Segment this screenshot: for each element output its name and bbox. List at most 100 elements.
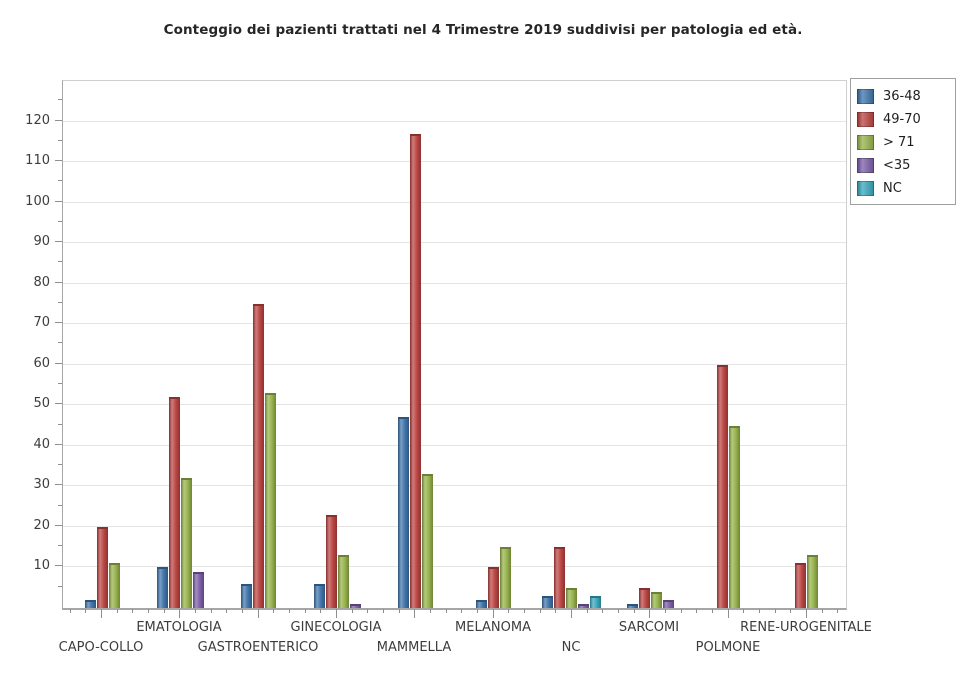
- bar-ematologia-35: [193, 572, 204, 608]
- x-minor-tick: [508, 609, 509, 613]
- y-minor-tick-75: [58, 302, 62, 303]
- bar-sheen: [627, 606, 638, 608]
- x-minor-tick: [759, 609, 760, 613]
- bar-mammella-3648: [398, 417, 409, 608]
- y-minor-tick-25: [58, 505, 62, 506]
- x-minor-tick: [587, 609, 588, 613]
- legend-swatch: [857, 158, 874, 173]
- y-axis-label: 10: [33, 558, 50, 573]
- x-minor-tick: [195, 609, 196, 613]
- x-minor-tick: [430, 609, 431, 613]
- bar-sheen: [157, 569, 168, 608]
- y-axis-label: 30: [33, 477, 50, 492]
- gridline-y-40: [63, 445, 846, 446]
- bar-sheen: [338, 557, 349, 608]
- y-axis-label: 90: [33, 234, 50, 249]
- legend-item-4970: 49-70: [857, 108, 949, 131]
- bar-ematologia-4970: [169, 397, 180, 608]
- legend-item-35: <35: [857, 154, 949, 177]
- x-major-tick: [101, 609, 102, 618]
- x-minor-tick: [305, 609, 306, 613]
- category-label-nc: NC: [561, 640, 581, 655]
- x-minor-tick: [148, 609, 149, 613]
- gridline-y-70: [63, 323, 846, 324]
- y-major-tick-50: [55, 403, 62, 404]
- x-minor-tick: [117, 609, 118, 613]
- gridline-y-60: [63, 364, 846, 365]
- bar-sheen: [639, 590, 650, 608]
- bar-sheen: [181, 480, 192, 608]
- bar-sheen: [85, 602, 96, 608]
- bar-rene-urogenitale-71: [807, 555, 818, 608]
- gridline-y-120: [63, 121, 846, 122]
- bar-sarcomi-4970: [639, 588, 650, 608]
- bar-sarcomi-35: [663, 600, 674, 608]
- gridline-y-30: [63, 485, 846, 486]
- bar-polmone-4970: [717, 365, 728, 608]
- y-minor-tick-55: [58, 383, 62, 384]
- y-axis: 10 20 30 40 50 60 70 80 90 100 110 120: [0, 80, 62, 607]
- bar-sarcomi-71: [651, 592, 662, 608]
- x-minor-tick: [681, 609, 682, 613]
- x-major-tick: [649, 609, 650, 618]
- x-minor-tick: [696, 609, 697, 613]
- category-label-rene-urogenitale: RENE-UROGENITALE: [740, 620, 872, 635]
- category-label-ematologia: EMATOLOGIA: [136, 620, 222, 635]
- x-minor-tick: [289, 609, 290, 613]
- x-minor-tick: [273, 609, 274, 613]
- y-minor-tick-115: [58, 140, 62, 141]
- x-minor-tick: [383, 609, 384, 613]
- legend-swatch: [857, 112, 874, 127]
- x-major-tick: [806, 609, 807, 618]
- bar-sheen: [193, 574, 204, 608]
- chart-title: Conteggio dei pazienti trattati nel 4 Tr…: [163, 22, 803, 38]
- x-minor-tick: [242, 609, 243, 613]
- x-minor-tick: [540, 609, 541, 613]
- gridline-y-50: [63, 404, 846, 405]
- bar-gastroenterico-71: [265, 393, 276, 608]
- x-minor-tick: [665, 609, 666, 613]
- gridline-y-80: [63, 283, 846, 284]
- bar-sheen: [169, 399, 180, 608]
- y-axis-label: 20: [33, 518, 50, 533]
- bar-ematologia-71: [181, 478, 192, 608]
- y-axis-label: 70: [33, 315, 50, 330]
- y-minor-tick-5: [58, 586, 62, 587]
- y-axis-label: 110: [25, 153, 50, 168]
- x-minor-tick: [461, 609, 462, 613]
- x-minor-tick: [226, 609, 227, 613]
- bar-sheen: [241, 586, 252, 608]
- y-minor-tick-15: [58, 545, 62, 546]
- gridline-y-90: [63, 242, 846, 243]
- bar-sheen: [253, 306, 264, 608]
- bar-mammella-71: [422, 474, 433, 608]
- legend-label: 36-48: [883, 89, 921, 104]
- x-minor-tick: [477, 609, 478, 613]
- bar-melanoma-71: [500, 547, 511, 608]
- legend-item-3648: 36-48: [857, 85, 949, 108]
- x-minor-tick: [775, 609, 776, 613]
- x-minor-tick: [555, 609, 556, 613]
- category-label-capo-collo: CAPO-COLLO: [58, 640, 144, 655]
- x-minor-tick: [822, 609, 823, 613]
- bar-sheen: [651, 594, 662, 608]
- bar-sheen: [663, 602, 674, 608]
- x-minor-tick: [524, 609, 525, 613]
- y-axis-label: 80: [33, 275, 50, 290]
- bar-sheen: [807, 557, 818, 608]
- y-axis-label: 60: [33, 356, 50, 371]
- x-major-tick: [414, 609, 415, 618]
- bar-sheen: [717, 367, 728, 608]
- y-major-tick-20: [55, 525, 62, 526]
- bar-nc-35: [578, 604, 589, 608]
- category-label-gastroenterico: GASTROENTERICO: [197, 640, 319, 655]
- bar-nc-71: [566, 588, 577, 608]
- y-minor-tick-125: [58, 99, 62, 100]
- x-minor-tick: [837, 609, 838, 613]
- legend-label: 49-70: [883, 112, 921, 127]
- x-minor-tick: [446, 609, 447, 613]
- x-axis: CAPO-COLLO EMATOLOGIA GASTROENTERICO GINECO…: [58, 609, 872, 669]
- x-minor-tick: [367, 609, 368, 613]
- y-axis-label: 40: [33, 437, 50, 452]
